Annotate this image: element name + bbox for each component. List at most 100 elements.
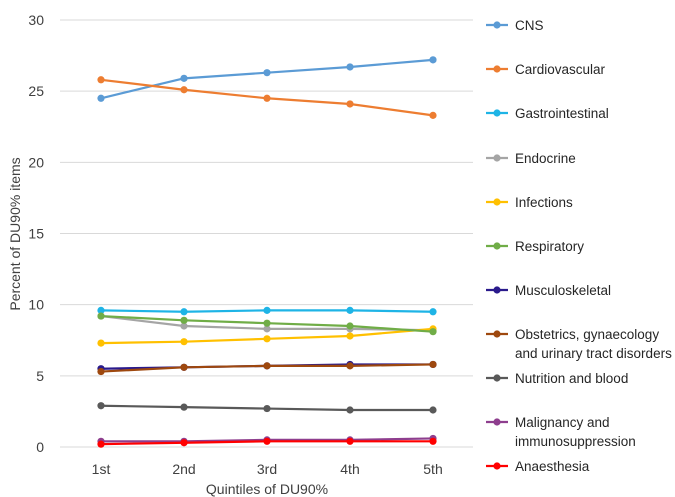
data-point [346, 406, 354, 414]
data-point [97, 440, 105, 448]
data-point [97, 76, 105, 84]
x-axis-title: Quintiles of DU90% [206, 481, 328, 497]
y-tick-label: 15 [28, 226, 44, 242]
series-infections [97, 325, 437, 347]
legend-label: Respiratory [515, 239, 584, 254]
data-point [180, 86, 188, 94]
data-point [346, 63, 354, 71]
legend-label: Obstetrics, gynaecology [515, 327, 659, 342]
y-tick-label: 20 [28, 154, 44, 170]
data-point [180, 308, 188, 316]
legend-marker [493, 65, 501, 73]
data-point [263, 319, 271, 327]
legend-item: Endocrine [486, 151, 576, 166]
data-point [97, 339, 105, 347]
x-tick-label: 2nd [172, 461, 195, 477]
x-tick-label: 3rd [257, 461, 277, 477]
data-point [429, 360, 437, 369]
series-line [100, 58, 434, 100]
data-point [429, 308, 437, 316]
x-tick-label: 1st [92, 461, 111, 477]
data-point [180, 338, 188, 346]
series-anaesthesia [97, 437, 437, 448]
data-point [346, 306, 354, 314]
legend-item: Malignancy and immunosuppression [486, 415, 636, 449]
data-point [180, 322, 188, 330]
data-point [180, 316, 188, 324]
y-tick-label: 30 [28, 12, 44, 28]
legend-label: Malignancy and [515, 415, 610, 430]
y-tick-label: 10 [28, 297, 44, 313]
legend-marker [493, 462, 501, 470]
series-respiratory [97, 312, 437, 336]
data-point [180, 403, 188, 411]
data-point [346, 322, 354, 330]
data-point [97, 402, 105, 410]
y-axis-ticks: 0 5 10 15 20 25 30 [28, 12, 44, 455]
data-point [429, 56, 437, 64]
data-point [180, 74, 188, 82]
legend-marker [493, 418, 501, 426]
legend-marker [493, 286, 501, 294]
legend-label: and urinary tract disorders [515, 346, 672, 361]
legend-item: CNS [486, 18, 544, 33]
legend-label: Nutrition and blood [515, 371, 628, 386]
series-gastrointestinal [97, 306, 437, 316]
legend-label: Infections [515, 195, 573, 210]
legend-item: Nutrition and blood [486, 371, 628, 386]
legend-label: immunosuppression [515, 434, 636, 449]
data-point [180, 439, 188, 447]
data-point [346, 100, 354, 108]
legend-item: Obstetrics, gynaecology and urinary tract… [486, 327, 672, 361]
legend-label: Endocrine [515, 151, 576, 166]
legend-marker [493, 374, 501, 382]
legend-item: Infections [486, 195, 573, 210]
data-point [429, 437, 437, 445]
data-point [97, 367, 105, 376]
data-point [263, 69, 271, 77]
data-point [263, 404, 271, 413]
legend-marker [493, 330, 501, 338]
data-point [263, 335, 271, 343]
series-nutrition-and-blood [97, 402, 437, 414]
legend-label: Gastrointestinal [515, 106, 609, 121]
legend-marker [493, 242, 501, 250]
data-point [346, 362, 354, 370]
legend-label: Anaesthesia [515, 459, 590, 474]
legend-item: Anaesthesia [486, 459, 590, 474]
legend-item: Musculoskeletal [486, 283, 611, 298]
series-lines [97, 56, 437, 448]
legend-item: Cardiovascular [486, 62, 606, 77]
series-cardiovascular [97, 76, 437, 119]
series-cns [97, 56, 437, 102]
x-axis-ticks: 1st 2nd 3rd 4th 5th [92, 461, 443, 477]
legend-marker [493, 198, 501, 206]
y-axis-title: Percent of DU90% items [7, 157, 23, 310]
data-point [346, 437, 354, 445]
data-point [346, 332, 354, 340]
data-point [97, 94, 105, 102]
legend-marker [493, 154, 501, 162]
data-point [429, 328, 437, 336]
legend: CNS Cardiovascular Gastrointestinal Endocri… [486, 18, 672, 474]
legend-item: Gastrointestinal [486, 106, 609, 121]
data-point [263, 362, 271, 370]
legend-label: CNS [515, 18, 544, 33]
data-point [263, 325, 271, 333]
y-tick-label: 0 [36, 439, 44, 455]
data-point [97, 312, 105, 320]
series-obstetrics-gynaecology-and-urinary-tract-disorders [97, 360, 437, 376]
y-tick-label: 5 [36, 368, 44, 384]
legend-label: Musculoskeletal [515, 283, 611, 298]
data-point [263, 94, 271, 102]
x-tick-label: 5th [423, 461, 442, 477]
legend-label: Cardiovascular [515, 62, 606, 77]
data-point [429, 111, 437, 119]
x-tick-label: 4th [340, 461, 359, 477]
data-point [263, 306, 271, 314]
data-point [263, 437, 271, 445]
gridlines [60, 19, 473, 448]
data-point [180, 363, 188, 371]
legend-item: Respiratory [486, 239, 584, 254]
